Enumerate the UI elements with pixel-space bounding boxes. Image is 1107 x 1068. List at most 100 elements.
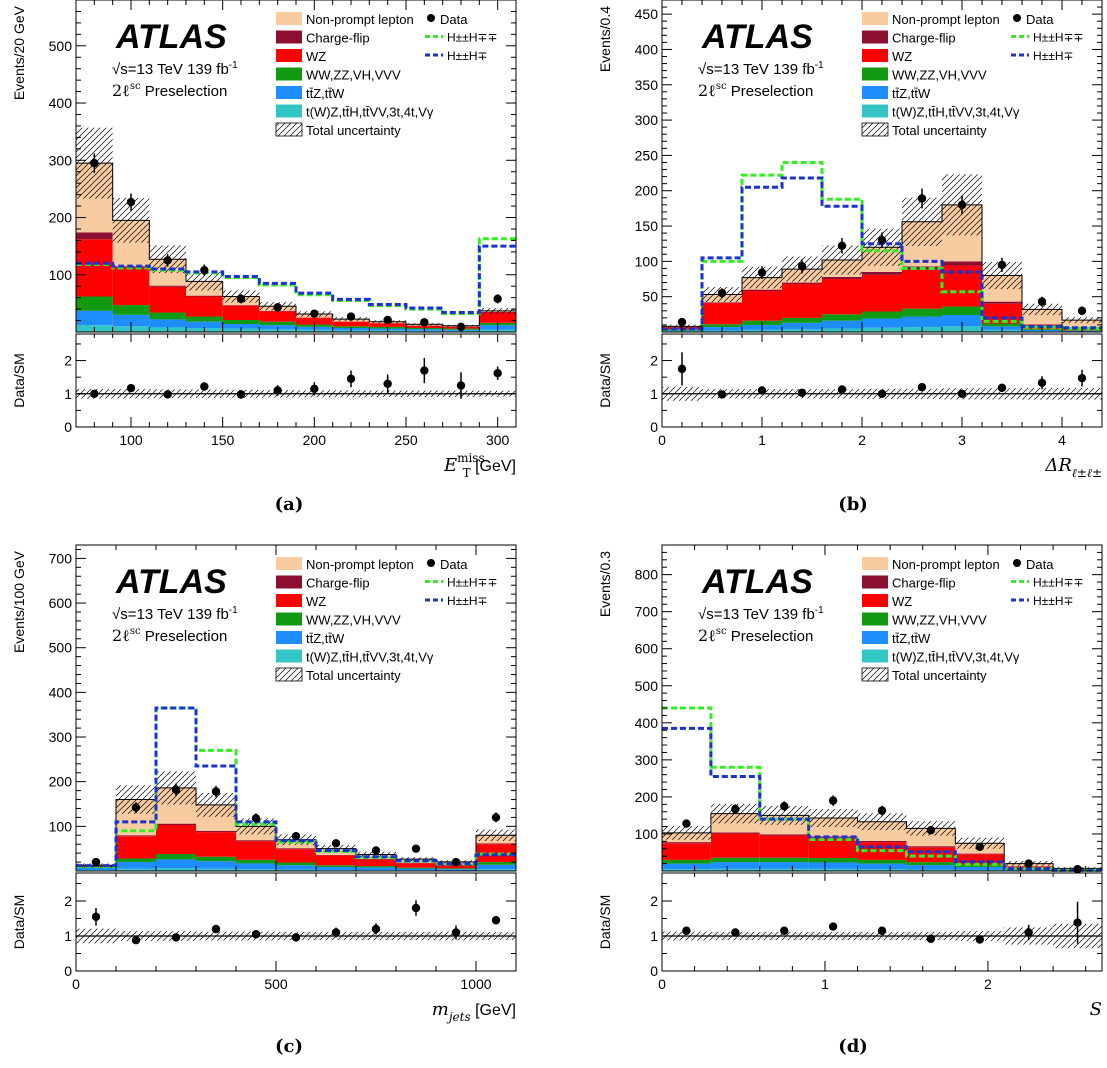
legend: Non-prompt lepton Charge-flip WZ WW,ZZ,VH,V… (275, 12, 498, 138)
ratio-frame (75, 333, 517, 428)
data-point (251, 814, 261, 823)
stack-bar (710, 868, 760, 871)
atlas-label: ATLAS (701, 18, 813, 56)
stack-bar (149, 319, 186, 328)
stack-bar (662, 842, 711, 844)
legend-swatch (862, 649, 888, 663)
stack-bar (808, 858, 858, 863)
x-tick-label: 1000 (460, 976, 491, 992)
stack-bar (116, 868, 156, 871)
ratio-point (797, 388, 807, 397)
legend-data-marker (1013, 14, 1021, 22)
panel-c: 100 200 300 400 500 600 700 0 500 1000 Events/100 … (11, 544, 517, 1057)
ratio-point (997, 383, 1007, 393)
y-tick-label: 400 (635, 715, 659, 731)
legend-swatch-uncertainty (275, 667, 303, 682)
y-axis-label: Events/0.4 (597, 6, 613, 72)
stack-bar (436, 869, 476, 871)
stack-bar (222, 305, 260, 306)
stack-bar (662, 843, 711, 860)
atlas-label: ATLAS (115, 563, 227, 601)
stack-bar (222, 305, 260, 320)
ratio-y-tick-label: 0 (64, 419, 72, 435)
uncertainty-bin (316, 844, 356, 853)
panel-b: 50 100 150 200 250 300 350 400 450 0 1 2 3 4 Events/0.… (597, 0, 1103, 515)
ratio-panel: 0 1 2 Data/SM (11, 333, 517, 435)
data-point (926, 826, 936, 835)
data-point (731, 804, 740, 814)
legend-label: Charge-flip (306, 576, 370, 591)
ratio-y-tick-label: 2 (64, 353, 72, 369)
legend-swatch (276, 12, 302, 25)
data-points (91, 783, 501, 867)
x-tick-label: 250 (394, 432, 418, 448)
ratio-point (211, 924, 221, 934)
data-point (371, 846, 381, 855)
ratio-point (780, 926, 789, 935)
data-point (491, 813, 501, 822)
stack-bar (396, 863, 436, 868)
legend-label: WZ (892, 49, 912, 64)
ratio-point (291, 933, 301, 942)
legend-label: t(W)Z,tt̄H,tt̄VV,3t,4t,Vγ (306, 105, 434, 120)
legend-signal-label: H±±H∓∓ (1033, 576, 1084, 590)
uncertainty-bin (1022, 303, 1062, 316)
data-point (236, 294, 246, 303)
data-point (126, 197, 136, 207)
signal-line (76, 244, 516, 315)
legend-label: Non-prompt lepton (892, 12, 1000, 27)
y-tick-label: 600 (49, 595, 73, 611)
legend-signal-label: H±±H∓ (447, 594, 488, 608)
data-point (997, 260, 1007, 270)
data-point (717, 288, 727, 298)
legend-label: Total uncertainty (306, 668, 401, 683)
legend-signal-label: H±±H∓∓ (447, 31, 498, 45)
uncertainty-bin (196, 793, 236, 817)
stack-bar (276, 862, 316, 866)
stack-bar (186, 316, 223, 322)
legend-label: WW,ZZ,VH,VVV (892, 613, 987, 628)
x-tick-label: 0 (72, 976, 80, 992)
y-tick-label: 500 (49, 38, 73, 54)
ratio-point (251, 930, 261, 939)
legend-swatch (862, 104, 888, 118)
stack-bar (436, 864, 476, 869)
stack-bar (662, 869, 711, 871)
stack-bar (236, 863, 276, 870)
stack-bar (822, 320, 862, 329)
stack-bar (782, 282, 822, 284)
stack-bar (156, 868, 196, 871)
stack-bar (236, 840, 276, 842)
data-point (273, 303, 282, 312)
stack-bar (710, 857, 760, 863)
selection-label: 2ℓsc Preselection (112, 626, 227, 645)
stack-bar (156, 823, 196, 826)
stack-bar (479, 312, 516, 323)
y-tick-label: 350 (635, 77, 659, 93)
ratio-point (926, 934, 936, 943)
data-point (383, 315, 392, 325)
ratio-point (90, 389, 99, 398)
stack-bar (857, 863, 907, 870)
atlas-label: ATLAS (115, 18, 227, 56)
legend-swatch (862, 594, 888, 607)
data-point (682, 819, 691, 828)
stack-bar (276, 849, 316, 863)
y-tick-label: 300 (49, 152, 73, 168)
data-point (1024, 859, 1033, 868)
data-point (211, 787, 221, 796)
y-tick-label: 300 (49, 729, 73, 745)
stack-bar (76, 310, 113, 326)
x-tick-label: 2 (858, 432, 866, 448)
stack-bar (759, 834, 809, 836)
stack-bar (862, 274, 902, 312)
legend-data-label: Data (1026, 557, 1054, 572)
ratio-y-axis-label: Data/SM (11, 353, 27, 407)
stack-bar (759, 857, 809, 863)
uncertainty-bin (186, 272, 223, 291)
ratio-point (917, 382, 927, 392)
data-point (411, 844, 421, 853)
data-point (877, 235, 887, 245)
y-axis-label: Events/0.3 (597, 551, 613, 617)
legend-label: Total uncertainty (892, 123, 987, 138)
